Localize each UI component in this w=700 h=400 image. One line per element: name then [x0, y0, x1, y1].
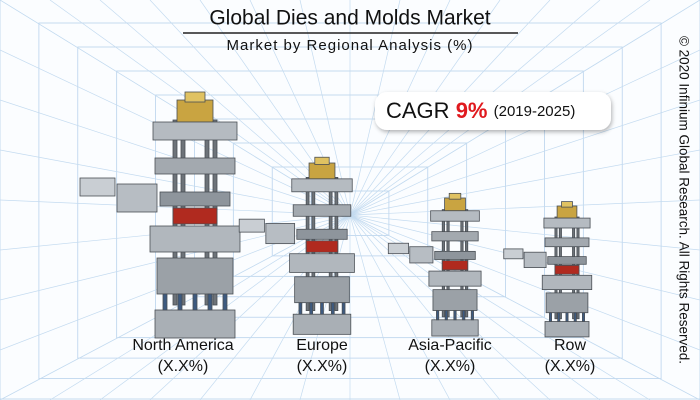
core-plate: [428, 270, 482, 287]
ejector-pin: [582, 312, 586, 322]
region-share: (X.X%): [545, 358, 596, 375]
core-plate: [289, 253, 355, 273]
stripper-plate: [159, 191, 231, 207]
stripper-plate: [547, 256, 587, 265]
grid-ray: [349, 214, 451, 400]
sprue-bushing: [444, 197, 466, 212]
side-part: [116, 183, 158, 213]
grid-ray: [299, 214, 351, 400]
cavity-plate: [431, 231, 479, 242]
ejector-pin: [207, 293, 213, 311]
sprue-cap: [314, 156, 330, 165]
ejector-pin: [320, 302, 324, 315]
side-part: [265, 223, 296, 245]
side-part: [387, 242, 409, 255]
core-plate: [541, 274, 593, 290]
ejector-pin: [222, 293, 228, 311]
cagr-period: (2019-2025): [494, 103, 576, 120]
ejector-pin: [309, 302, 314, 315]
ejector-pin: [436, 310, 440, 321]
side-part: [79, 177, 116, 197]
core-plate: [149, 225, 241, 253]
grid-ray: [349, 214, 401, 400]
grid-ray: [0, 214, 351, 400]
cavity-plate: [544, 237, 590, 248]
support-block: [432, 289, 478, 311]
support-block: [545, 292, 589, 314]
sprue-cap: [184, 91, 206, 103]
ejector-pin: [557, 312, 561, 322]
region-name: North America: [132, 337, 233, 354]
sprue-cap: [561, 201, 573, 208]
grid-ray: [349, 214, 700, 351]
ejector-pin: [330, 302, 335, 315]
grid-ray: [49, 214, 351, 400]
region-labels: North America (X.X%) Europe (X.X%) Asia-Paci…: [132, 337, 595, 375]
ejector-pin: [341, 302, 346, 315]
stripper-plate: [296, 228, 348, 240]
ejector-pin: [298, 302, 303, 315]
region-name: Asia-Pacific: [408, 337, 492, 354]
grid-ray: [349, 214, 700, 251]
ejector-pin: [177, 293, 183, 311]
grid-ray: [349, 49, 700, 216]
grid-ray: [349, 214, 501, 400]
cavity-insert: [554, 264, 580, 275]
ejector-pin: [444, 310, 448, 321]
region-share: (X.X%): [297, 358, 348, 375]
ejector-pin: [573, 312, 577, 322]
base-plate: [154, 309, 236, 339]
ejector-pin: [453, 310, 457, 321]
cagr-box: [375, 92, 611, 130]
ejector-pin: [549, 312, 553, 322]
top-plate: [152, 121, 238, 141]
title: Global Dies and Molds Market: [209, 7, 490, 30]
grid-ray: [349, 199, 700, 216]
sprue-bushing: [556, 205, 578, 219]
grid-ray: [349, 99, 700, 216]
support-block: [156, 257, 234, 295]
copyright: © 2020 Infinium Global Research. All Rig…: [676, 36, 691, 364]
ejector-pin: [565, 312, 569, 322]
region-share: (X.X%): [158, 358, 209, 375]
side-part: [238, 218, 265, 233]
ejector-pin: [470, 310, 474, 321]
support-block: [294, 276, 350, 304]
base-plate: [292, 313, 352, 335]
cavity-insert: [305, 240, 339, 253]
sprue-bushing: [176, 99, 214, 123]
region-name: Row: [554, 337, 586, 354]
top-plate: [291, 178, 353, 193]
top-plate: [543, 217, 591, 229]
mold-illustrations: [79, 91, 593, 339]
ejector-pin: [192, 293, 198, 311]
cavity-insert: [441, 260, 469, 271]
side-part: [523, 251, 547, 268]
base-plate: [544, 321, 590, 338]
cavity-insert: [172, 207, 218, 225]
cavity-plate: [154, 157, 236, 175]
subtitle: Market by Regional Analysis (%): [227, 37, 474, 54]
region-name: Europe: [296, 337, 348, 354]
region-share: (X.X%): [425, 358, 476, 375]
base-plate: [431, 319, 479, 337]
top-plate: [430, 210, 480, 222]
grid-ray: [349, 149, 700, 216]
cagr-value: 9%: [456, 98, 488, 123]
cavity-plate: [292, 204, 352, 217]
side-part: [503, 248, 524, 260]
stripper-plate: [434, 250, 476, 260]
ejector-pin: [162, 293, 168, 311]
sprue-bushing: [308, 162, 336, 180]
cagr-text: CAGR 9% (2019-2025): [386, 98, 575, 123]
ejector-pin: [462, 310, 466, 321]
cagr-label: CAGR: [386, 98, 450, 123]
sprue-cap: [448, 192, 462, 200]
side-part: [409, 246, 434, 264]
